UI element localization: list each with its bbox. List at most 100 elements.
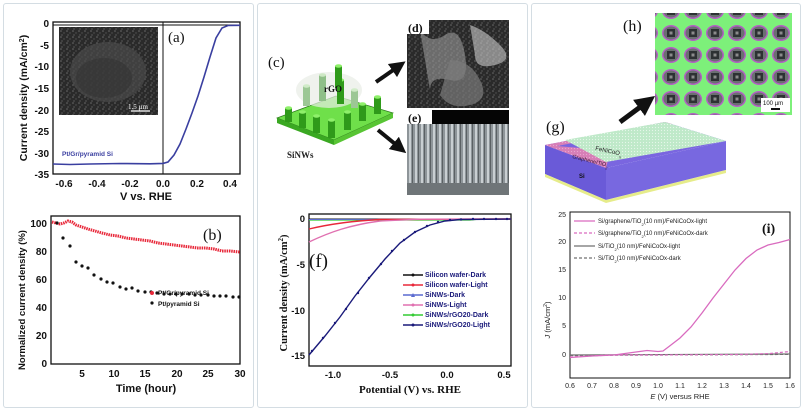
- svg-text:-0.4: -0.4: [88, 179, 106, 190]
- svg-text:0: 0: [300, 214, 305, 225]
- chart-i-series-graphene-light: [569, 238, 791, 359]
- svg-text:100: 100: [30, 219, 47, 230]
- svg-text:-10: -10: [35, 62, 50, 73]
- svg-text:-0.2: -0.2: [121, 179, 139, 190]
- panel-label-i: (i): [762, 222, 776, 237]
- chart-a-xlabel: V vs. RHE: [120, 191, 172, 203]
- svg-text:10: 10: [558, 295, 566, 302]
- svg-text:0: 0: [43, 19, 49, 30]
- arrow-to-e-icon: [376, 128, 407, 154]
- sem-image-e: (e): [407, 110, 509, 195]
- svg-text:1.1: 1.1: [675, 383, 685, 390]
- chart-f-series-sinws-light: [308, 218, 512, 243]
- chart-a-ylabel: Current density (mA/cm2): [18, 35, 30, 161]
- svg-text:Si/graphene/TiO2(10 nm)/FeNiCo: Si/graphene/TiO2(10 nm)/FeNiCoOx-dark: [598, 231, 709, 239]
- svg-text:1.0: 1.0: [653, 383, 663, 390]
- svg-text:15: 15: [558, 267, 566, 274]
- chart-f: (f) Silicon wafer-Dark Silicon wafer-Lig…: [277, 213, 512, 396]
- chart-b-legend-0: Pt/Gr/pyramid Si: [158, 290, 209, 297]
- rgo-sheet: [296, 72, 362, 108]
- svg-text:-15: -15: [35, 84, 50, 95]
- chart-a: 1.5 µm (a) Pt/Gr/pyramid Si 0 -5 -10 -15…: [18, 19, 241, 203]
- svg-text:Si/TiO2(10 nm)/FeNiCoOx-light: Si/TiO2(10 nm)/FeNiCoOx-light: [598, 244, 680, 252]
- svg-text:-10: -10: [291, 306, 305, 317]
- optical-image-h: (h) 100 µm: [618, 13, 792, 125]
- svg-text:SiNWs/rGO20-Light: SiNWs/rGO20-Light: [425, 322, 491, 329]
- chart-i-legend: Si/graphene/TiO2(10 nm)/FeNiCoOx-light S…: [574, 219, 709, 264]
- svg-text:Silicon wafer-Dark: Silicon wafer-Dark: [425, 272, 486, 279]
- sinws-label: SiNWs: [287, 150, 314, 160]
- arrow-to-d-icon: [374, 61, 406, 84]
- panel-label-a: (a): [168, 30, 185, 46]
- chart-i: Si/graphene/TiO2(10 nm)/FeNiCoOx-light S…: [543, 211, 795, 401]
- graphene-tio2-layer: [545, 145, 608, 168]
- panel-label-e: (e): [408, 111, 421, 125]
- svg-text:0: 0: [562, 352, 566, 359]
- chart-i-frame: [569, 211, 791, 379]
- svg-text:0.7: 0.7: [587, 383, 597, 390]
- svg-text:-5: -5: [297, 260, 306, 271]
- chart-f-yticks: 0 -5 -10 -15: [291, 214, 305, 362]
- panel-label-d: (d): [408, 21, 423, 35]
- svg-text:0.5: 0.5: [497, 370, 511, 381]
- svg-text:1.2: 1.2: [697, 383, 707, 390]
- chart-f-legend: Silicon wafer-Dark Silicon wafer-Light S…: [403, 272, 491, 329]
- svg-text:15: 15: [139, 369, 151, 380]
- svg-text:5: 5: [562, 323, 566, 330]
- svg-text:0.0: 0.0: [440, 370, 453, 381]
- fenicooox-label: FeNiCoOx: [594, 146, 622, 159]
- svg-text:25: 25: [202, 369, 214, 380]
- svg-text:Silicon wafer-Light: Silicon wafer-Light: [425, 282, 488, 289]
- svg-text:-0.5: -0.5: [382, 370, 399, 381]
- h-scale-text: 100 µm: [763, 101, 783, 107]
- svg-text:-35: -35: [35, 170, 50, 181]
- svg-text:SiNWs-Dark: SiNWs-Dark: [425, 292, 465, 299]
- si-layer: [545, 145, 606, 200]
- chart-b: (b) Pt/Gr/pyramid Si Pt/pyramid Si 100 8…: [17, 215, 246, 395]
- si-label: Si: [579, 174, 585, 180]
- svg-text:-0.6: -0.6: [55, 179, 73, 190]
- rgo-label: rGO: [324, 84, 342, 94]
- arrow-to-h-icon: [618, 96, 656, 125]
- chart-b-xlabel: Time (hour): [116, 383, 177, 395]
- svg-text:20: 20: [36, 331, 48, 342]
- svg-text:40: 40: [36, 303, 48, 314]
- panel-label-g: (g): [546, 119, 565, 136]
- svg-text:20: 20: [558, 239, 566, 246]
- chart-i-ylabel: J (mA/cm2): [543, 301, 552, 339]
- svg-text:-5: -5: [40, 41, 49, 52]
- svg-text:0: 0: [41, 359, 47, 370]
- svg-text:SiNWs/rGO20-Dark: SiNWs/rGO20-Dark: [425, 312, 489, 319]
- svg-text:0.0: 0.0: [156, 179, 170, 190]
- panel-label-b: (b): [203, 227, 222, 244]
- chart-b-frame: [50, 215, 241, 365]
- svg-text:5: 5: [79, 369, 85, 380]
- chart-a-series-line: [52, 24, 241, 166]
- chart-i-yticks: 25 20 15 10 5 0: [558, 212, 566, 359]
- svg-text:0.2: 0.2: [190, 179, 204, 190]
- svg-text:Si/TiO2(10 nm)/FeNiCoOx-dark: Si/TiO2(10 nm)/FeNiCoOx-dark: [598, 256, 682, 264]
- chart-i-xticks: 0.6 0.7 0.8 0.9 1.0 1.1 1.2 1.3 1.4 1.5 …: [565, 383, 795, 390]
- svg-text:1.3: 1.3: [719, 383, 729, 390]
- chart-f-frame: [308, 213, 512, 367]
- svg-text:-30: -30: [35, 149, 50, 160]
- svg-text:20: 20: [171, 369, 183, 380]
- chart-f-xticks: -1.0 -0.5 0.0 0.5: [325, 370, 512, 381]
- fenicooox-layer: [565, 122, 726, 162]
- series-label-a: Pt/Gr/pyramid Si: [62, 151, 113, 158]
- svg-text:-20: -20: [35, 106, 50, 117]
- svg-text:10: 10: [108, 369, 120, 380]
- svg-text:30: 30: [234, 369, 246, 380]
- chart-b-ylabel: Normalized current density (%): [17, 230, 28, 370]
- chart-i-series-graphene-dark: [569, 350, 791, 358]
- svg-text:-15: -15: [291, 351, 305, 362]
- svg-text:25: 25: [558, 212, 566, 219]
- chart-f-xlabel: Potential (V) vs. RHE: [359, 384, 461, 396]
- svg-text:0.9: 0.9: [631, 383, 641, 390]
- chart-b-series-red: [51, 219, 241, 254]
- panel-label-c: (c): [268, 55, 285, 71]
- chart-i-xlabel: E (V) versus RHE: [650, 392, 709, 401]
- svg-text:60: 60: [36, 275, 48, 286]
- svg-text:-25: -25: [35, 127, 50, 138]
- nanowire-pillars: [285, 64, 381, 138]
